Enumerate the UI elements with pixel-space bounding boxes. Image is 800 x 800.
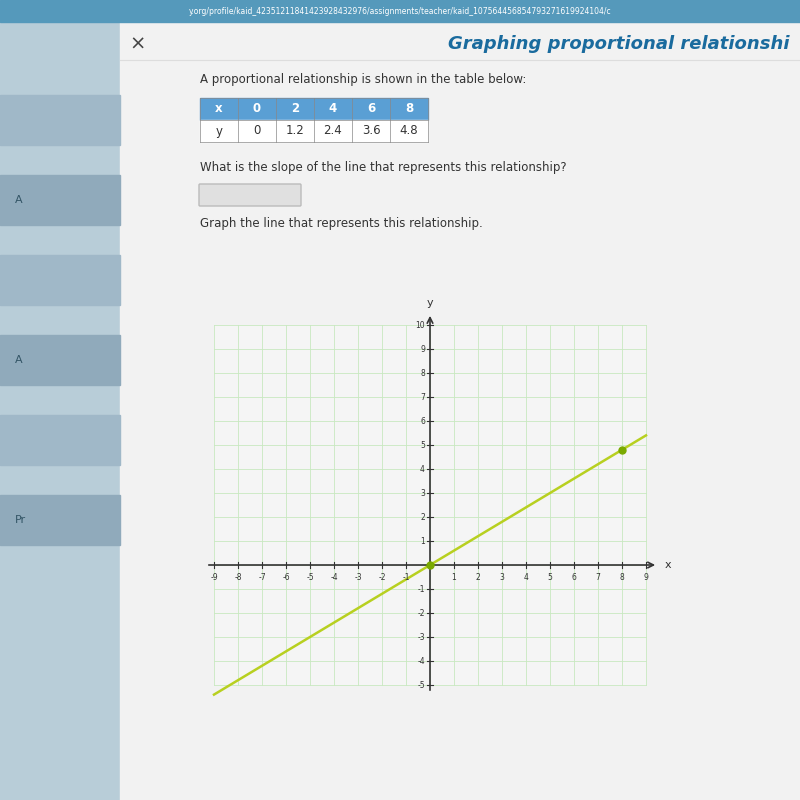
Text: A: A bbox=[15, 355, 22, 365]
Text: x: x bbox=[215, 102, 223, 115]
FancyBboxPatch shape bbox=[199, 184, 301, 206]
Bar bbox=[120, 22, 800, 800]
Text: 1.2: 1.2 bbox=[286, 125, 304, 138]
Text: y: y bbox=[215, 125, 222, 138]
Text: A: A bbox=[15, 195, 22, 205]
Text: 3.6: 3.6 bbox=[362, 125, 380, 138]
Text: -4: -4 bbox=[330, 573, 338, 582]
Text: x: x bbox=[665, 560, 671, 570]
Bar bbox=[200, 98, 428, 120]
Bar bbox=[0, 175, 120, 225]
Text: -2: -2 bbox=[418, 609, 425, 618]
Text: -5: -5 bbox=[418, 681, 425, 690]
Text: 3: 3 bbox=[499, 573, 505, 582]
Text: -7: -7 bbox=[258, 573, 266, 582]
Text: 8: 8 bbox=[620, 573, 624, 582]
Text: 8: 8 bbox=[405, 102, 413, 115]
Text: What is the slope of the line that represents this relationship?: What is the slope of the line that repre… bbox=[200, 161, 566, 174]
Text: 2: 2 bbox=[476, 573, 480, 582]
Text: 9: 9 bbox=[643, 573, 649, 582]
Text: 8: 8 bbox=[420, 369, 425, 378]
Text: 4: 4 bbox=[420, 465, 425, 474]
Text: 10: 10 bbox=[415, 321, 425, 330]
Text: -3: -3 bbox=[354, 573, 362, 582]
Text: 1: 1 bbox=[452, 573, 456, 582]
Text: -5: -5 bbox=[306, 573, 314, 582]
Text: 1: 1 bbox=[420, 537, 425, 546]
Text: Pr: Pr bbox=[15, 515, 26, 525]
Text: 4: 4 bbox=[329, 102, 337, 115]
Text: -2: -2 bbox=[378, 573, 386, 582]
Text: Graphing proportional relationshi: Graphing proportional relationshi bbox=[449, 35, 790, 53]
Text: Graph the line that represents this relationship.: Graph the line that represents this rela… bbox=[200, 217, 482, 230]
Bar bbox=[0, 335, 120, 385]
Text: 5: 5 bbox=[547, 573, 553, 582]
Text: 9: 9 bbox=[420, 345, 425, 354]
Text: 5: 5 bbox=[420, 441, 425, 450]
Text: 4.8: 4.8 bbox=[400, 125, 418, 138]
Text: 3: 3 bbox=[420, 489, 425, 498]
Text: 4: 4 bbox=[523, 573, 529, 582]
Text: y: y bbox=[426, 298, 434, 308]
Text: 6: 6 bbox=[571, 573, 577, 582]
Text: 7: 7 bbox=[420, 393, 425, 402]
Bar bbox=[0, 95, 120, 145]
Text: 7: 7 bbox=[595, 573, 601, 582]
Bar bbox=[214, 325, 646, 685]
Text: 2: 2 bbox=[420, 513, 425, 522]
Text: -6: -6 bbox=[282, 573, 290, 582]
Bar bbox=[0, 495, 120, 545]
Text: 2: 2 bbox=[291, 102, 299, 115]
Text: A proportional relationship is shown in the table below:: A proportional relationship is shown in … bbox=[200, 74, 526, 86]
Text: 0: 0 bbox=[254, 125, 261, 138]
Text: -3: -3 bbox=[418, 633, 425, 642]
Bar bbox=[0, 415, 120, 465]
Text: -4: -4 bbox=[418, 657, 425, 666]
Text: 0: 0 bbox=[253, 102, 261, 115]
Bar bbox=[200, 120, 428, 142]
Text: -1: -1 bbox=[402, 573, 410, 582]
Text: y.org/profile/kaid_42351211841423928432976/assignments/teacher/kaid_107564456854: y.org/profile/kaid_423512118414239284329… bbox=[189, 6, 611, 15]
Text: 6: 6 bbox=[420, 417, 425, 426]
Bar bbox=[0, 0, 800, 22]
Text: ×: × bbox=[130, 34, 146, 54]
Text: 6: 6 bbox=[367, 102, 375, 115]
Text: 2.4: 2.4 bbox=[324, 125, 342, 138]
Text: -1: -1 bbox=[418, 585, 425, 594]
Text: -8: -8 bbox=[234, 573, 242, 582]
Text: -9: -9 bbox=[210, 573, 218, 582]
Bar bbox=[0, 255, 120, 305]
Bar bbox=[0, 22, 120, 800]
